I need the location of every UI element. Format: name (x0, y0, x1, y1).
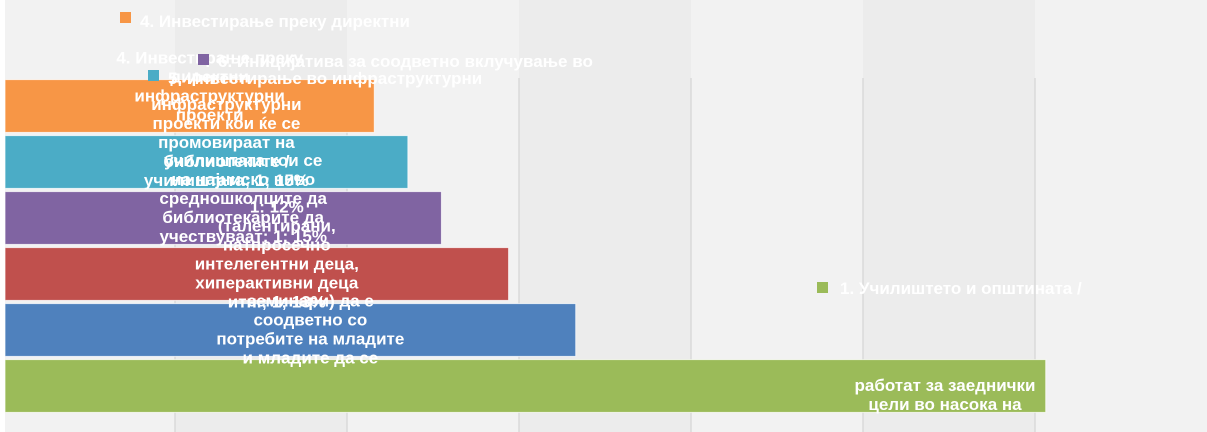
bar-6 (4, 79, 375, 133)
background-band (1035, 0, 1207, 432)
data-label-4: училиштата кои се на најниско ниво среднош… (159, 151, 327, 246)
legend-marker-4 (817, 282, 828, 293)
legend-marker-2 (148, 70, 159, 81)
legend-marker-1 (120, 12, 131, 23)
legend-label-1: 4. Инвестирање преку директни (140, 12, 410, 31)
legend-label-3: 6. Иницијатива за соодветно вклучување в… (218, 52, 593, 71)
bar-3 (4, 247, 510, 301)
bar-4 (4, 191, 442, 245)
data-label-5: инфраструктурни проекти кои ќе се промовир… (144, 95, 309, 190)
data-label-3: 1: 12% (талентирани, натпросечно интелегент… (195, 198, 359, 312)
legend-label-4: 1. Училиштето и општината / (840, 279, 1082, 298)
legend-label-2: 5. Инвестирање во инфраструктурни (168, 69, 482, 88)
data-label-1: работат за заеднички цели во насока на (854, 376, 1035, 414)
bar-2 (4, 303, 577, 357)
data-label-6: 4. Инвестирање преку директни инфраструкту… (116, 49, 303, 125)
legend-marker-3 (198, 54, 209, 65)
bar-1 (4, 359, 1047, 413)
data-label-2: семинари) да е соодветно со потребите на м… (216, 292, 404, 368)
bar-5 (4, 135, 409, 189)
